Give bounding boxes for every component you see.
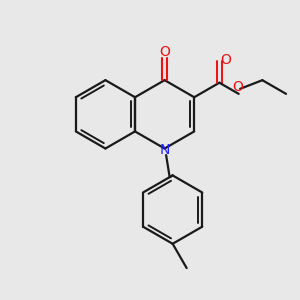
Text: O: O	[159, 45, 170, 59]
Text: N: N	[159, 143, 170, 157]
Text: O: O	[232, 80, 243, 94]
Text: O: O	[220, 53, 231, 67]
